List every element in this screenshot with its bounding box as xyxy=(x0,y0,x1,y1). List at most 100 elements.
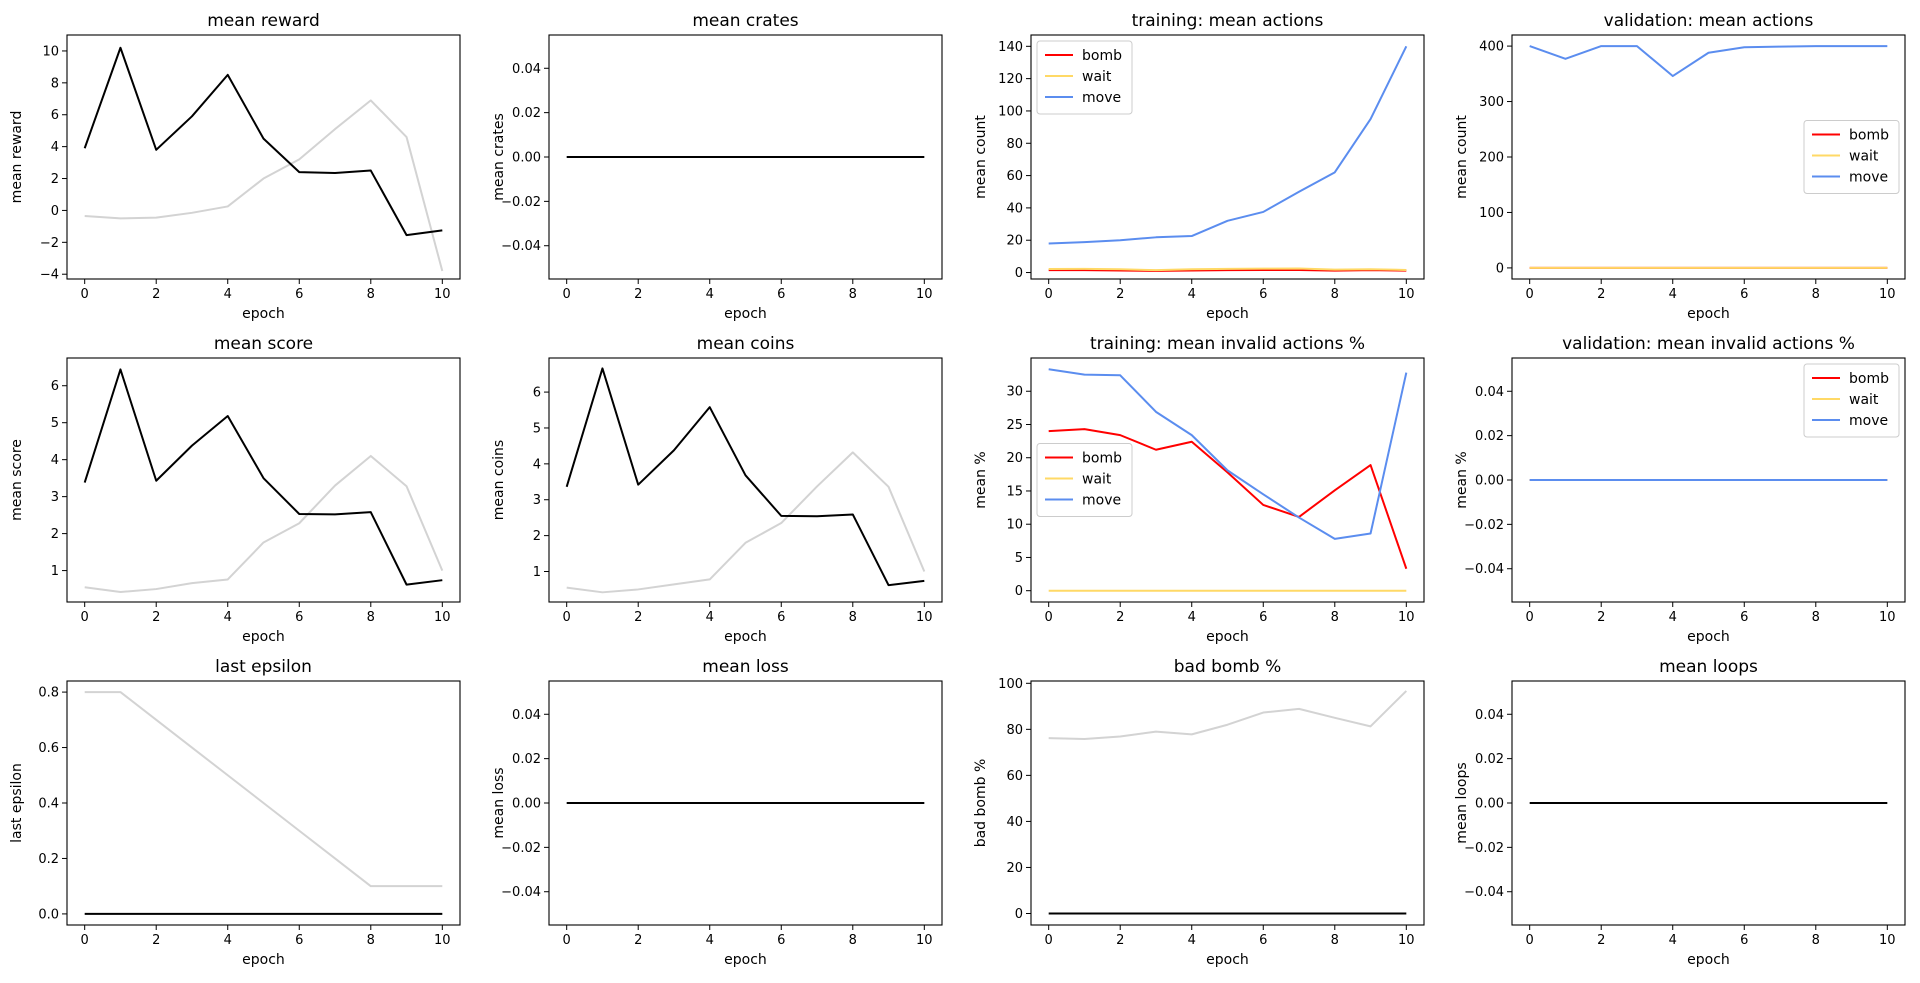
x-tick-label: 4 xyxy=(1669,287,1677,302)
y-axis-label: mean loops xyxy=(1454,762,1470,843)
series-line-series-2 xyxy=(565,367,925,587)
y-tick-label: 300 xyxy=(1479,95,1504,110)
series-line-series-1 xyxy=(566,451,926,594)
x-tick-label: 6 xyxy=(1259,287,1267,302)
y-tick-label: 0.04 xyxy=(1475,708,1504,723)
x-tick-label: 8 xyxy=(849,610,857,625)
y-axis-label: mean crates xyxy=(491,113,507,201)
x-tick-label: 8 xyxy=(367,933,375,948)
x-tick-label: 6 xyxy=(777,287,785,302)
y-tick-label: 0.02 xyxy=(1475,752,1504,767)
x-tick-label: 6 xyxy=(295,287,303,302)
y-tick-label: 10 xyxy=(42,44,59,59)
x-tick-label: 2 xyxy=(152,287,160,302)
y-tick-label: 100 xyxy=(998,677,1023,692)
y-tick-label: 0 xyxy=(1496,261,1504,276)
x-axis-label: epoch xyxy=(242,306,285,322)
legend: bomb wait move xyxy=(1803,120,1900,194)
y-tick-label: 8 xyxy=(51,76,59,91)
y-tick-label: 20 xyxy=(1006,234,1023,249)
x-tick-label: 6 xyxy=(295,610,303,625)
x-tick-label: 4 xyxy=(706,933,714,948)
x-tick-label: 4 xyxy=(224,933,232,948)
legend-label-move: move xyxy=(1082,90,1121,106)
chart-title: mean loops xyxy=(1659,657,1758,677)
plot-area-frame xyxy=(66,34,461,280)
chart-title: mean loss xyxy=(702,657,789,677)
y-tick-label: 0.02 xyxy=(1475,429,1504,444)
x-tick-label: 0 xyxy=(563,933,571,948)
legend-box xyxy=(1803,363,1900,438)
y-tick-label: 2 xyxy=(533,529,541,544)
y-tick-label: −0.02 xyxy=(1464,841,1504,856)
x-tick-label: 8 xyxy=(367,610,375,625)
series-line-move xyxy=(1048,368,1408,540)
x-tick-label: 10 xyxy=(434,610,451,625)
legend-label-wait: wait xyxy=(1849,392,1879,408)
y-tick-label: 60 xyxy=(1006,169,1023,184)
x-tick-label: 4 xyxy=(1669,610,1677,625)
y-tick-label: 0 xyxy=(51,204,59,219)
x-tick-label: 8 xyxy=(849,933,857,948)
y-tick-label: 80 xyxy=(1006,723,1023,738)
plot-area-frame xyxy=(548,34,943,280)
chart-2: mean crates 0 2 4 6 8 10 −0.04 −0.02 0.00 0.02 0.04… xyxy=(491,11,943,322)
x-axis-label: epoch xyxy=(242,952,285,968)
y-tick-label: 6 xyxy=(533,386,541,401)
series-line-series-1 xyxy=(84,454,444,594)
x-tick-label: 4 xyxy=(706,287,714,302)
legend-box xyxy=(1036,443,1133,517)
y-tick-label: 2 xyxy=(51,172,59,187)
legend-label-bomb: bomb xyxy=(1849,128,1889,144)
y-tick-label: −0.04 xyxy=(501,885,541,900)
x-tick-label: 0 xyxy=(1526,933,1534,948)
y-tick-label: 5 xyxy=(51,416,59,431)
x-tick-label: 8 xyxy=(1331,610,1339,625)
y-tick-label: 0.00 xyxy=(1475,797,1504,812)
y-axis-label: mean coins xyxy=(491,440,507,520)
y-tick-label: 30 xyxy=(1006,385,1023,400)
y-tick-label: 4 xyxy=(51,140,59,155)
x-tick-label: 4 xyxy=(1188,610,1196,625)
x-axis-label: epoch xyxy=(1687,952,1730,968)
legend-box xyxy=(1036,40,1133,115)
y-tick-label: 0.04 xyxy=(512,62,541,77)
x-tick-label: 2 xyxy=(634,287,642,302)
y-tick-label: 80 xyxy=(1006,137,1023,152)
plot-area-frame xyxy=(548,680,943,926)
y-tick-label: −0.04 xyxy=(1464,885,1504,900)
y-tick-label: 6 xyxy=(51,379,59,394)
y-tick-label: 0.00 xyxy=(1475,474,1504,489)
y-tick-label: 0.04 xyxy=(512,708,541,723)
series-line-move xyxy=(1529,45,1888,78)
y-tick-label: 5 xyxy=(533,421,541,436)
y-tick-label: 25 xyxy=(1006,418,1023,433)
y-tick-label: 0 xyxy=(1015,266,1023,281)
x-tick-label: 0 xyxy=(1526,610,1534,625)
y-tick-label: 40 xyxy=(1006,201,1023,216)
x-tick-label: 0 xyxy=(81,287,89,302)
series-line-series-2 xyxy=(83,368,443,586)
chart-title: training: mean invalid actions % xyxy=(1090,334,1365,354)
x-axis-label: epoch xyxy=(1206,306,1249,322)
x-tick-label: 8 xyxy=(1812,610,1820,625)
y-axis-label: bad bomb % xyxy=(973,759,989,848)
x-tick-label: 10 xyxy=(1879,610,1896,625)
y-axis-label: mean % xyxy=(1454,451,1470,508)
y-tick-label: −0.04 xyxy=(501,239,541,254)
chart-title: training: mean actions xyxy=(1132,11,1324,31)
y-tick-label: 10 xyxy=(1006,518,1023,533)
y-tick-label: 0.2 xyxy=(38,852,59,867)
y-axis-label: mean score xyxy=(9,439,25,521)
chart-9: last epsilon 0 2 4 6 8 10 0.0 0.2 0.4 0.6 0.8 epoch l… xyxy=(9,657,461,968)
y-tick-label: −2 xyxy=(40,236,59,251)
y-tick-label: 0.04 xyxy=(1475,385,1504,400)
legend-label-move: move xyxy=(1082,493,1121,509)
x-tick-label: 4 xyxy=(224,610,232,625)
chart-title: bad bomb % xyxy=(1174,657,1282,677)
x-tick-label: 0 xyxy=(81,933,89,948)
plot-area-frame xyxy=(1030,680,1425,926)
